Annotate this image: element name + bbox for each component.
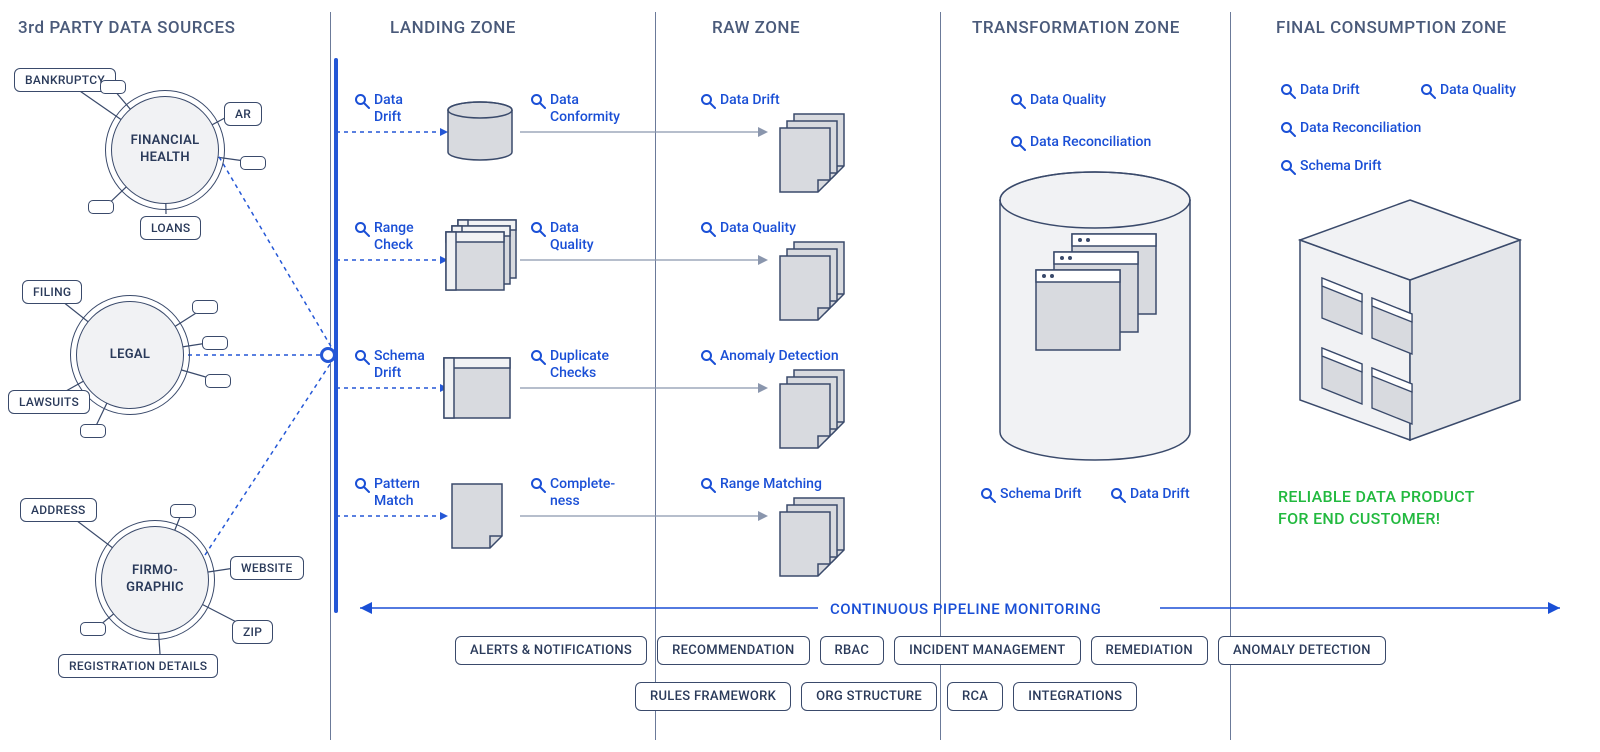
source-pill: REGISTRATION DETAILS [58, 654, 218, 678]
landing-check-right-0: DataConformity [530, 92, 640, 126]
landing-vbar [334, 58, 338, 613]
raw-check-3: Range Matching [700, 476, 822, 493]
final-product-text: RELIABLE DATA PRODUCTFOR END CUSTOMER! [1278, 486, 1475, 531]
transform-check-bot-0: Schema Drift [980, 486, 1082, 503]
monitoring-row-2: RULES FRAMEWORK ORG STRUCTURE RCA INTEGRATI… [630, 678, 1530, 715]
col-header-raw: RAW ZONE [712, 18, 800, 38]
source-pill-sm [88, 200, 114, 214]
transform-check-top-1: Data Reconciliation [1010, 134, 1151, 151]
source-pill: WEBSITE [230, 556, 304, 580]
zone-divider [330, 12, 331, 740]
landing-check-right-1: DataQuality [530, 220, 640, 254]
raw-check-2: Anomaly Detection [700, 348, 839, 365]
source-pill: FILING [22, 280, 82, 304]
monitoring-pill: RCA [947, 682, 1003, 711]
landing-hub [320, 347, 336, 363]
final-check-3: Schema Drift [1280, 158, 1382, 175]
final-check-2: Data Reconciliation [1280, 120, 1421, 137]
source-node-legal: LEGAL [76, 301, 184, 409]
monitoring-pill: RULES FRAMEWORK [635, 682, 791, 711]
transform-check-top-0: Data Quality [1010, 92, 1106, 109]
raw-check-1: Data Quality [700, 220, 796, 237]
monitoring-row-1: ALERTS & NOTIFICATIONS RECOMMENDATION RBAC… [450, 632, 1550, 669]
landing-check-right-3: Complete-ness [530, 476, 640, 510]
source-pill-sm [170, 504, 196, 518]
monitoring-pill: INTEGRATIONS [1013, 682, 1137, 711]
col-header-sources: 3rd PARTY DATA SOURCES [18, 18, 235, 38]
source-pill-sm [80, 424, 106, 438]
landing-check-left-1: RangeCheck [354, 220, 440, 254]
source-pill: LOANS [140, 216, 201, 240]
zone-divider [655, 12, 656, 740]
final-check-0: Data Drift [1280, 82, 1360, 99]
zone-divider [1230, 12, 1231, 740]
source-pill-sm [80, 622, 106, 636]
source-pill-sm [100, 80, 126, 94]
source-pill-sm [240, 156, 266, 170]
source-pill-sm [202, 336, 228, 350]
monitoring-title: CONTINUOUS PIPELINE MONITORING [830, 600, 1101, 618]
monitoring-pill: RBAC [820, 636, 885, 665]
col-header-transform: TRANSFORMATION ZONE [972, 18, 1180, 38]
source-pill-sm [205, 374, 231, 388]
monitoring-pill: RECOMMENDATION [657, 636, 809, 665]
col-header-final: FINAL CONSUMPTION ZONE [1276, 18, 1507, 38]
source-pill: ADDRESS [20, 498, 97, 522]
monitoring-pill: ANOMALY DETECTION [1218, 636, 1386, 665]
landing-check-left-0: DataDrift [354, 92, 440, 126]
monitoring-pill: ALERTS & NOTIFICATIONS [455, 636, 647, 665]
source-node-firmo: FIRMO-GRAPHIC [101, 526, 209, 634]
zone-divider [940, 12, 941, 740]
source-pill: ZIP [232, 620, 273, 644]
monitoring-pill: INCIDENT MANAGEMENT [894, 636, 1080, 665]
landing-check-left-2: SchemaDrift [354, 348, 440, 382]
source-pill-sm [192, 300, 218, 314]
landing-check-left-3: PatternMatch [354, 476, 440, 510]
source-node-fin: FINANCIALHEALTH [111, 96, 219, 204]
raw-check-0: Data Drift [700, 92, 780, 109]
monitoring-pill: REMEDIATION [1091, 636, 1208, 665]
col-header-landing: LANDING ZONE [390, 18, 516, 38]
source-pill: LAWSUITS [8, 390, 90, 414]
source-pill: AR [224, 102, 262, 126]
monitoring-pill: ORG STRUCTURE [801, 682, 937, 711]
landing-check-right-2: DuplicateChecks [530, 348, 640, 382]
transform-check-bot-1: Data Drift [1110, 486, 1190, 503]
final-check-1: Data Quality [1420, 82, 1516, 99]
